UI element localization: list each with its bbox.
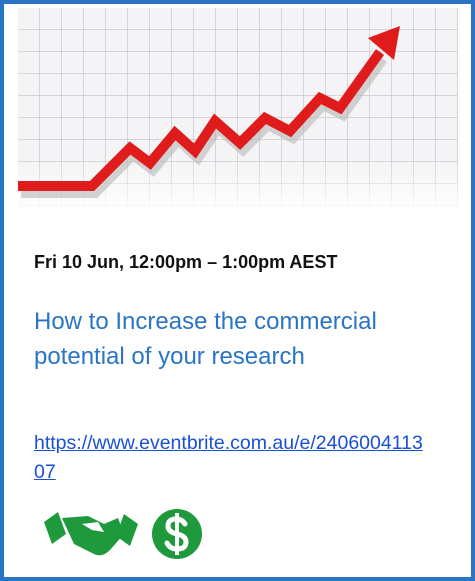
event-card: Fri 10 Jun, 12:00pm – 1:00pm AEST How to… [0,0,475,581]
growth-image [18,8,458,210]
icons [44,504,204,564]
handshake-icon [44,512,138,555]
event-title: How to Increase the commercial potential… [34,304,444,374]
event-link[interactable]: https://www.eventbrite.com.au/e/24060041… [34,429,429,487]
event-date: Fri 10 Jun, 12:00pm – 1:00pm AEST [34,252,337,273]
dollar-icon [152,509,202,559]
